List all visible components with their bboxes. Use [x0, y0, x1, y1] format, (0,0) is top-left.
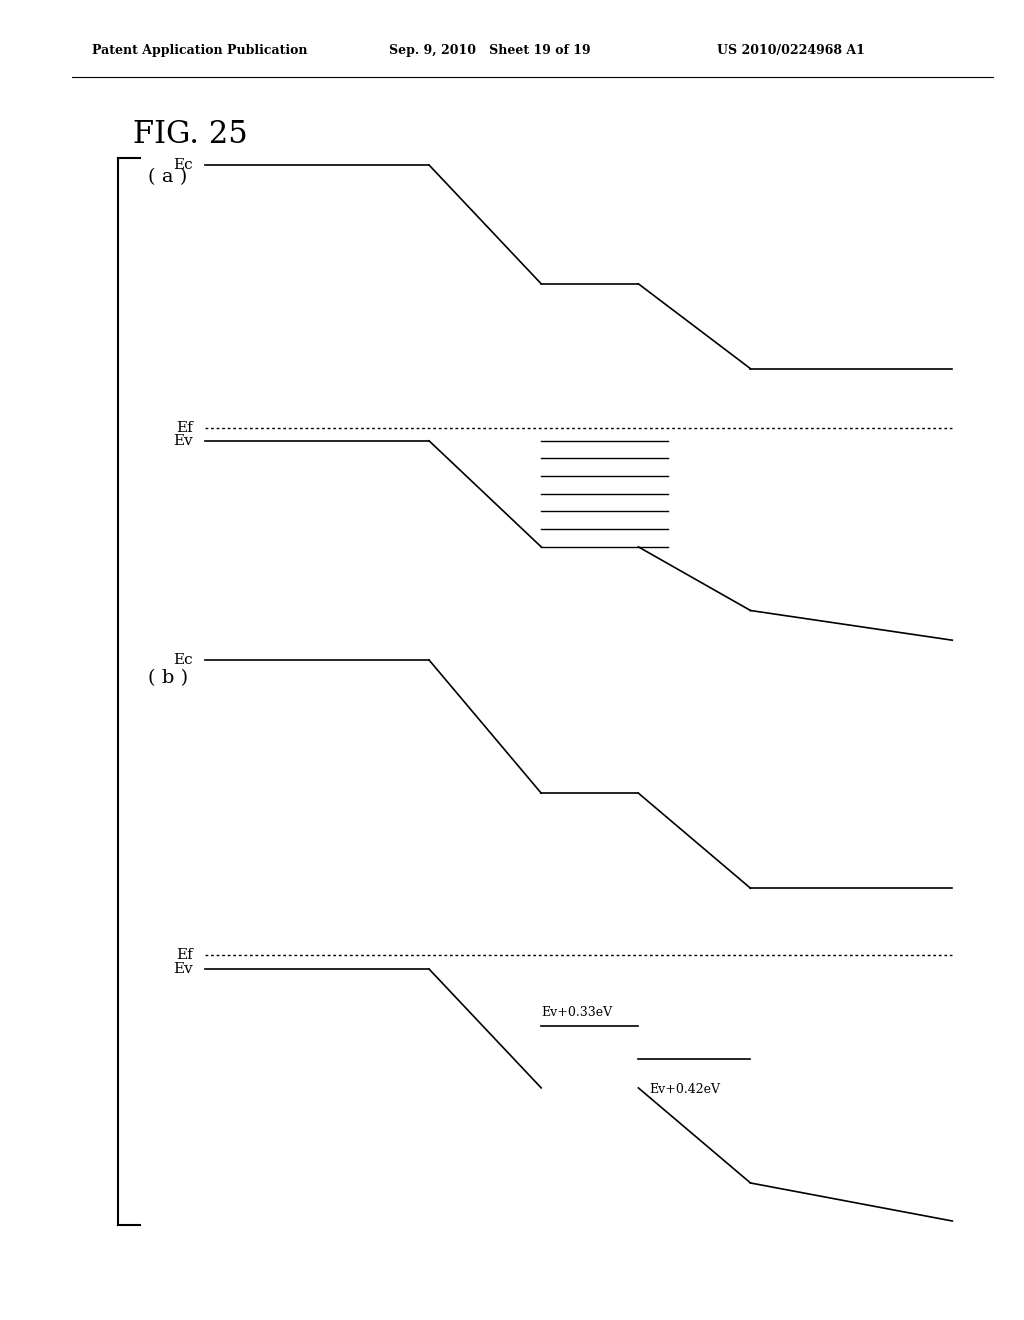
Text: Sep. 9, 2010   Sheet 19 of 19: Sep. 9, 2010 Sheet 19 of 19 [389, 44, 591, 57]
Text: Ec: Ec [173, 653, 193, 667]
Text: FIG. 25: FIG. 25 [133, 119, 248, 149]
Text: Ef: Ef [176, 948, 193, 962]
Text: Ev: Ev [173, 434, 193, 447]
Text: Ev+0.42eV: Ev+0.42eV [649, 1084, 721, 1096]
Text: Patent Application Publication: Patent Application Publication [92, 44, 307, 57]
Text: Ec: Ec [173, 158, 193, 172]
Text: US 2010/0224968 A1: US 2010/0224968 A1 [717, 44, 864, 57]
Text: Ev: Ev [173, 962, 193, 975]
Text: ( a ): ( a ) [148, 168, 187, 186]
Text: Ef: Ef [176, 421, 193, 436]
Text: ( b ): ( b ) [148, 669, 188, 688]
Text: Ev+0.33eV: Ev+0.33eV [541, 1006, 612, 1019]
